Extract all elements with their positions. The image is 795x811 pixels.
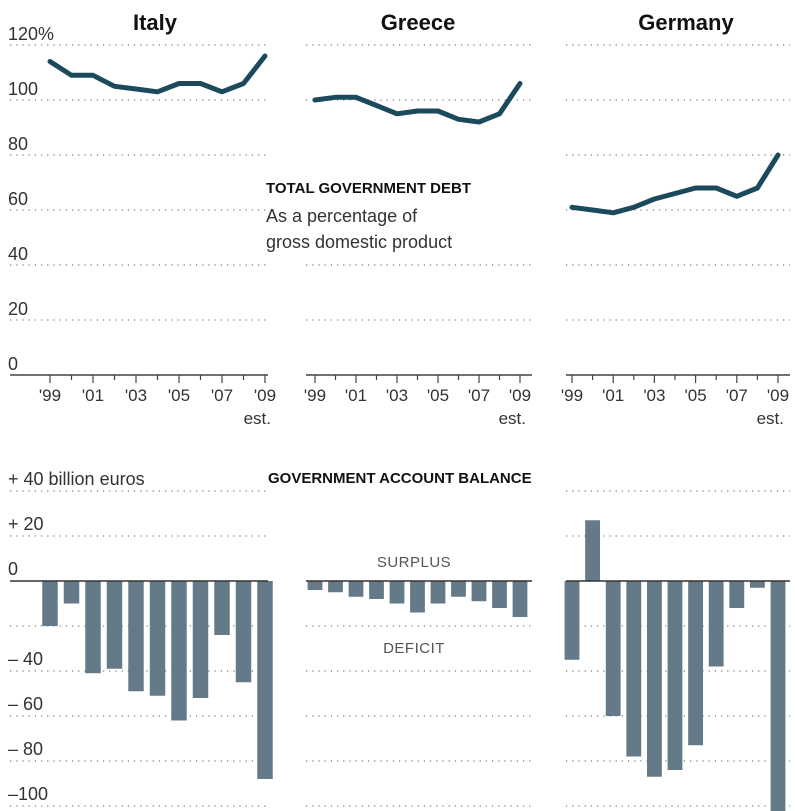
balance-bar-italy [149,581,166,696]
debt-x-tick-label: '03 [386,386,408,405]
balance-y-tick-label: + 40 billion euros [8,469,145,489]
debt-x-tick-label: '09 [254,386,276,405]
balance-bar-greece [492,581,507,608]
debt-x-tick-label: '99 [561,386,583,405]
balance-bar-germany [688,581,704,746]
debt-x-tick-label: '05 [427,386,449,405]
debt-x-tick-label: '09 [509,386,531,405]
debt-y-tick-label: 20 [8,299,28,319]
country-title-greece: Greece [381,10,456,35]
debt-x-tick-label: '05 [168,386,190,405]
debt-x-tick-label: '03 [125,386,147,405]
debt-x-tick-label: '01 [602,386,624,405]
balance-bar-italy [235,581,252,683]
debt-x-tick-label: '03 [643,386,665,405]
balance-y-tick-label: –100 [8,784,48,804]
balance-bar-greece [389,581,405,604]
balance-bar-germany [605,581,621,716]
debt-y-tick-label: 100 [8,79,38,99]
debt-x-tick-label: '99 [39,386,61,405]
balance-bar-italy [63,581,80,604]
debt-y-tick-label: 80 [8,134,28,154]
debt-chart-subtitle: As a percentage of [266,206,418,226]
debt-x-tick-label: '01 [82,386,104,405]
debt-est-label: est. [757,409,784,428]
balance-bar-italy [171,581,187,721]
debt-chart-subtitle: gross domestic product [266,232,452,252]
debt-y-tick-label: 120% [8,24,54,44]
debt-line-greece [312,81,523,125]
debt-y-tick-label: 60 [8,189,28,209]
balance-y-tick-label: – 80 [8,739,43,759]
balance-bar-germany [646,581,662,777]
balance-y-tick-label: + 20 [8,514,44,534]
debt-line-germany [569,152,781,216]
country-title-germany: Germany [638,10,734,35]
balance-bar-germany [564,581,580,660]
balance-bar-greece [430,581,446,604]
debt-y-tick-label: 40 [8,244,28,264]
debt-x-tick-label: '05 [685,386,707,405]
balance-bar-greece [369,581,384,599]
debt-x-tick-label: '07 [726,386,748,405]
debt-line-italy [47,53,268,95]
debt-chart-title: TOTAL GOVERNMENT DEBT [266,180,471,197]
debt-x-tick-label: '09 [767,386,789,405]
balance-bar-italy [42,581,58,626]
balance-bar-germany [585,520,601,581]
balance-bar-italy [106,581,123,669]
balance-bar-germany [729,581,745,608]
balance-bar-greece [471,581,487,602]
surplus-label: SURPLUS [377,554,451,571]
debt-x-tick-label: '01 [345,386,367,405]
balance-bar-germany [708,581,724,667]
balance-y-tick-label: 0 [8,559,18,579]
balance-bar-italy [257,581,273,779]
balance-bar-italy [128,581,144,692]
debt-x-tick-label: '07 [211,386,233,405]
balance-bar-germany [626,581,642,757]
balance-bar-germany [667,581,683,770]
debt-y-tick-label: 0 [8,354,18,374]
balance-y-tick-label: – 60 [8,694,43,714]
balance-y-tick-label: – 40 [8,649,43,669]
debt-x-tick-label: '99 [304,386,326,405]
balance-bar-germany [770,581,786,811]
balance-bar-germany [749,581,765,588]
balance-bar-greece [512,581,528,617]
balance-bar-greece [451,581,466,597]
balance-bar-italy [85,581,101,674]
balance-bar-italy [214,581,230,635]
balance-bar-greece [410,581,425,613]
debt-x-tick-label: '07 [468,386,490,405]
deficit-label: DEFICIT [383,640,445,657]
balance-bar-greece [348,581,364,597]
balance-bar-greece [328,581,343,593]
balance-bar-italy [192,581,209,698]
balance-bar-greece [307,581,323,590]
debt-est-label: est. [244,409,271,428]
country-title-italy: Italy [133,10,178,35]
debt-est-label: est. [499,409,526,428]
balance-chart-title: GOVERNMENT ACCOUNT BALANCE [268,470,532,487]
